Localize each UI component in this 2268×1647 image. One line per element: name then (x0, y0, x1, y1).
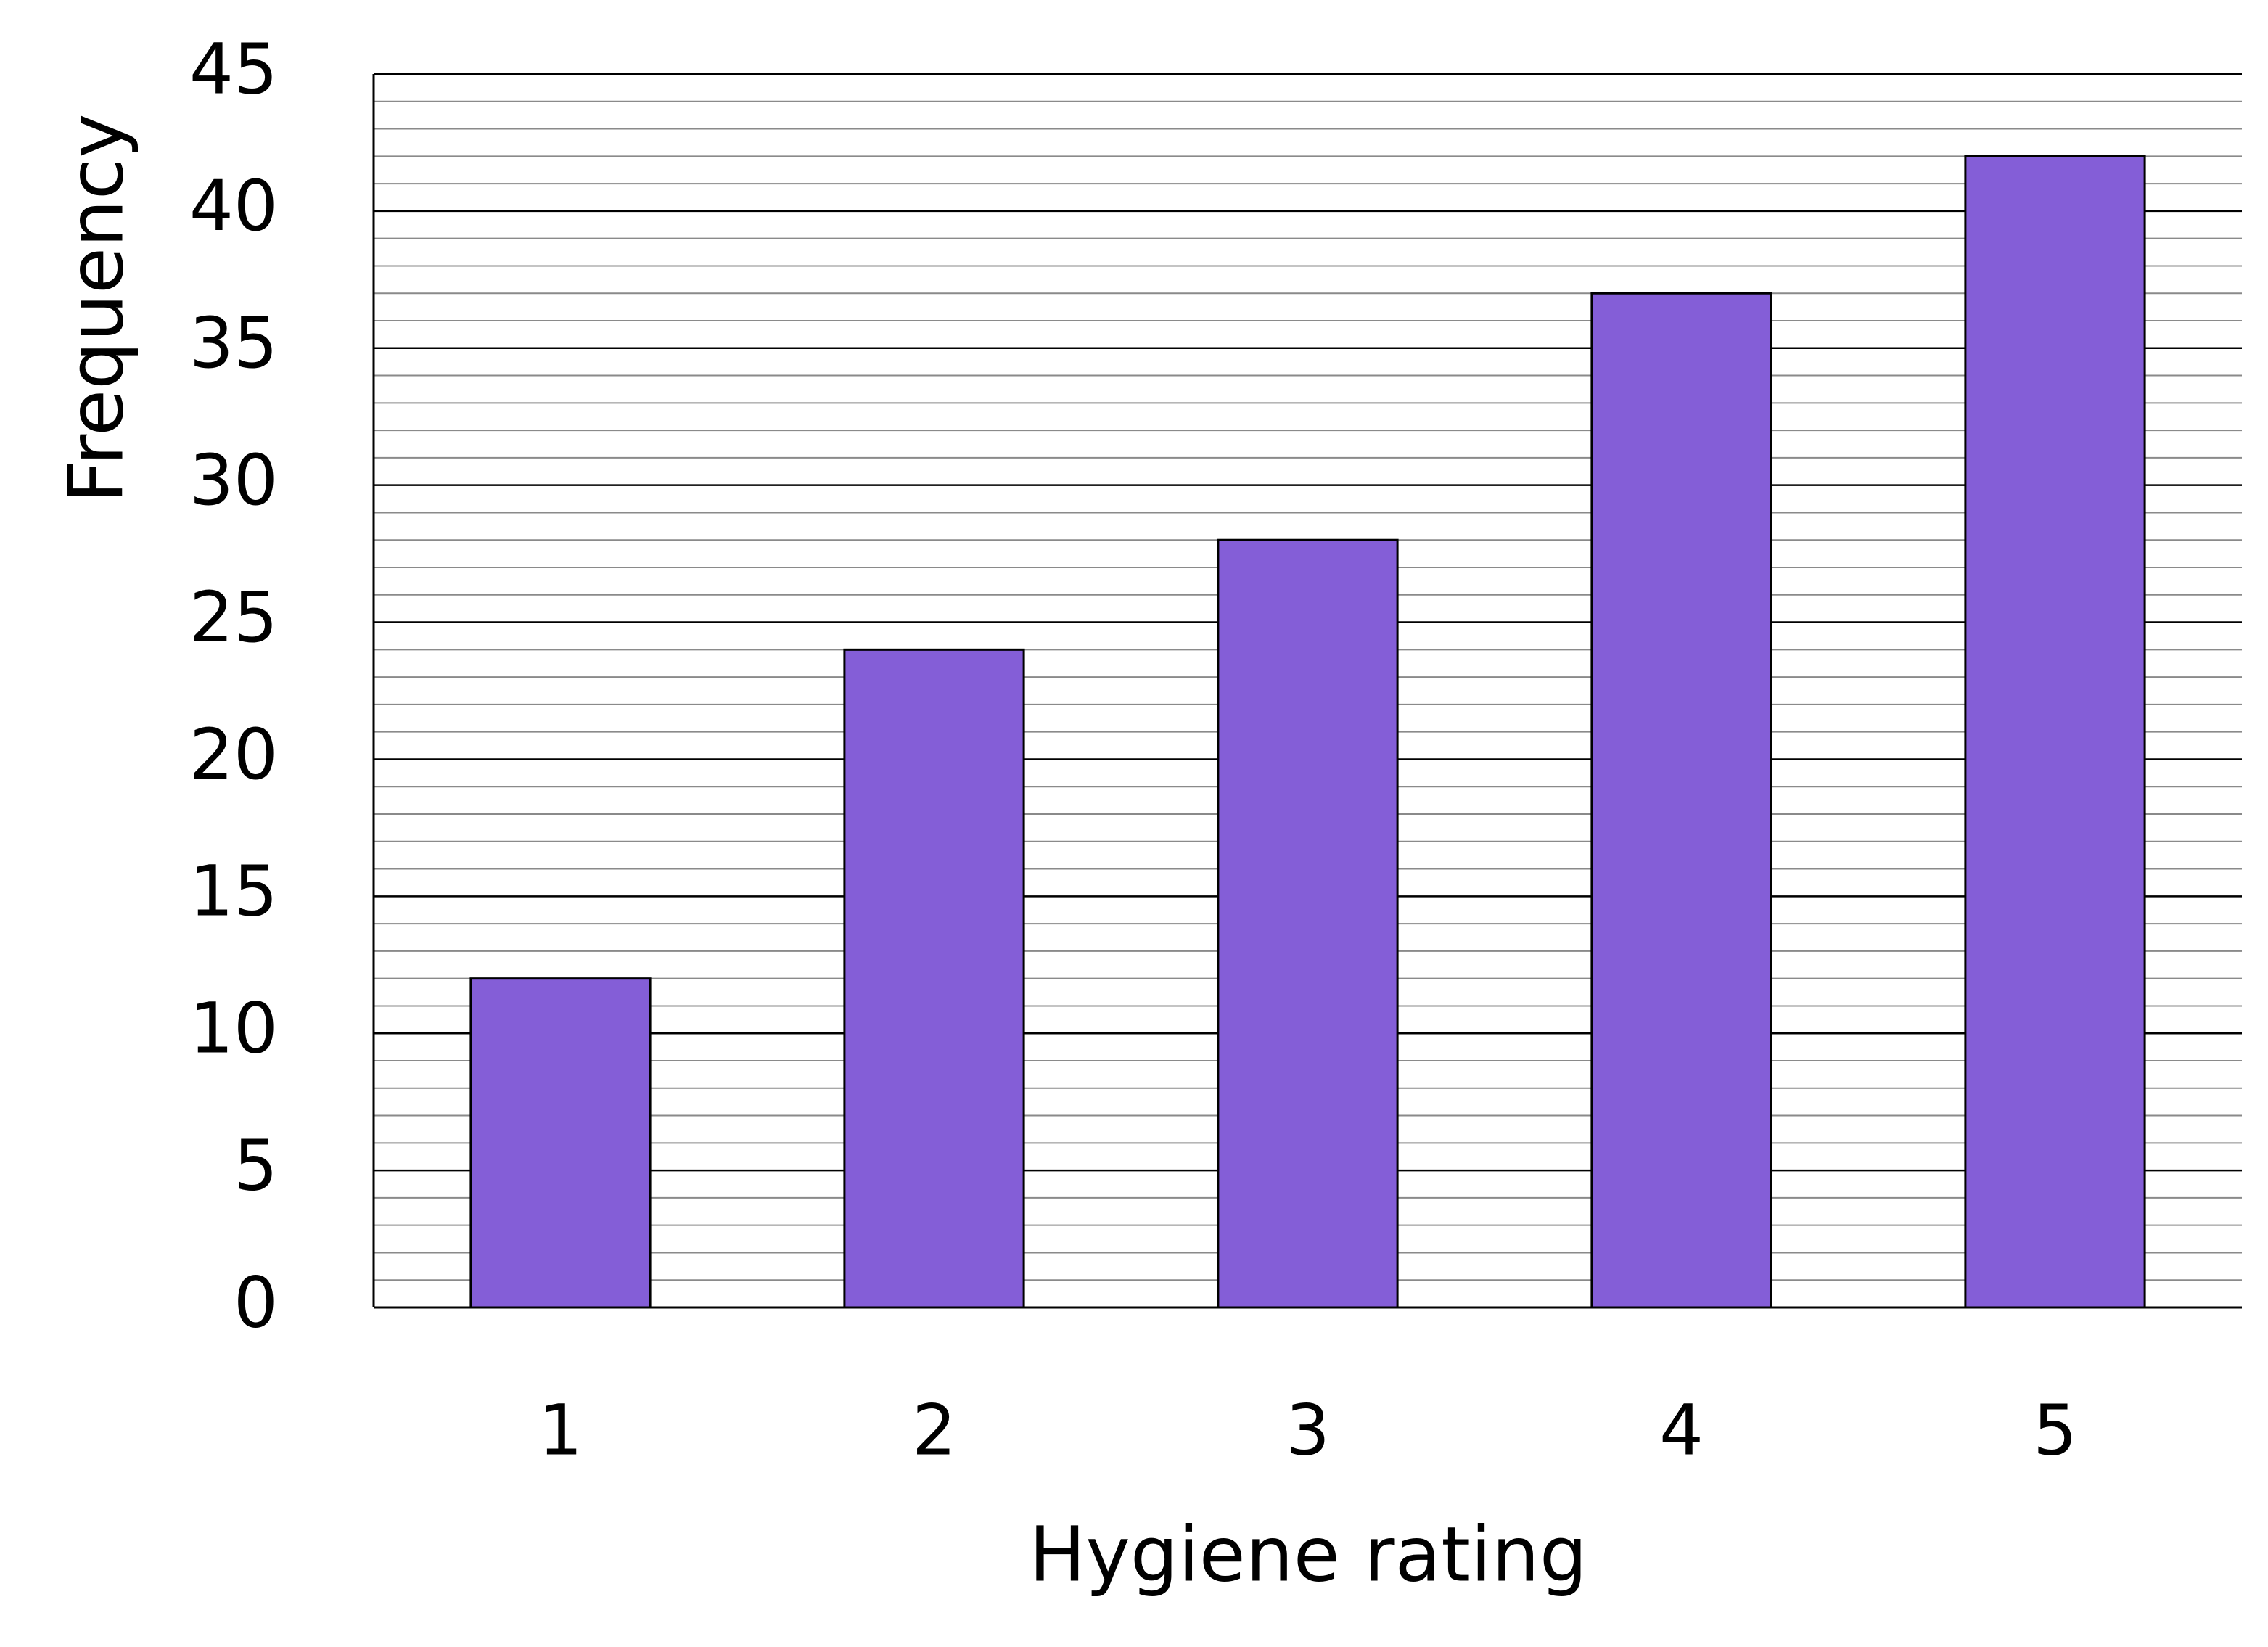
bar (1964, 155, 2146, 1309)
x-axis-title: Hygiene rating (1029, 1510, 1587, 1598)
y-tick-label: 45 (189, 28, 278, 110)
bar (469, 977, 652, 1309)
x-tick-label: 3 (1286, 1389, 1330, 1471)
y-axis-title: Frequency (52, 113, 140, 503)
bar (1217, 538, 1399, 1309)
y-tick-label: 30 (189, 440, 278, 521)
y-tick-label: 10 (189, 988, 278, 1069)
y-tick-label: 35 (189, 303, 278, 384)
y-tick-label: 20 (189, 714, 278, 795)
bar (1590, 292, 1772, 1309)
y-tick-label: 15 (189, 851, 278, 932)
y-tick-label: 5 (234, 1125, 278, 1206)
x-tick-label: 1 (538, 1389, 583, 1471)
y-tick-label: 25 (189, 577, 278, 658)
y-tick-label: 0 (234, 1262, 278, 1343)
bar (843, 648, 1025, 1309)
y-tick-label: 40 (189, 165, 278, 247)
x-tick-label: 5 (2033, 1389, 2077, 1471)
x-tick-label: 4 (1659, 1389, 1704, 1471)
x-tick-label: 2 (912, 1389, 956, 1471)
